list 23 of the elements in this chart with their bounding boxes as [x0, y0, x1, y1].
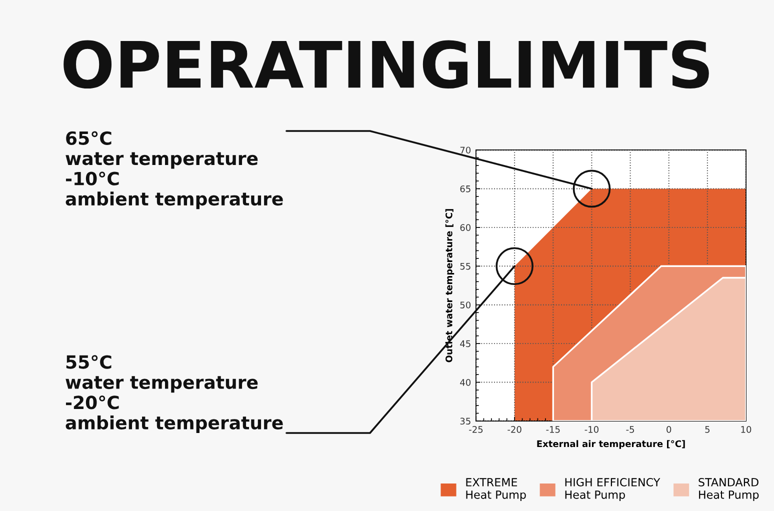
x-tick-label: -5: [626, 426, 634, 433]
x-tick-label: -15: [546, 426, 560, 433]
x-tick-label: -10: [584, 426, 598, 433]
y-tick-label: 50: [460, 302, 471, 308]
x-tick-label: 0: [666, 426, 672, 433]
y-tick-label: 70: [460, 146, 471, 154]
legend-label: HIGH EFFICIENCY Heat Pump: [565, 478, 660, 501]
x-tick-label: -25: [469, 426, 483, 433]
y-tick-label: 65: [460, 185, 470, 192]
legend-label: STANDARD Heat Pump: [698, 478, 759, 501]
y-tick-label: 55: [460, 262, 470, 270]
annotation: 55°C water temperature -20°C ambient temperature: [66, 355, 283, 433]
legend-label: EXTREME Heat Pump: [466, 478, 526, 501]
x-tick-label: 5: [705, 426, 710, 433]
x-tick-label: 10: [741, 426, 752, 433]
y-tick-label: 45: [460, 340, 470, 348]
y-tick-label: 40: [460, 379, 471, 386]
chart-title: OPERATINGLIMITS: [64, 40, 709, 89]
y-tick-label: 35: [460, 418, 470, 425]
x-tick-label: -20: [508, 426, 522, 433]
x-axis-title: External air temperature [°C]: [537, 440, 685, 449]
y-tick-label: 60: [460, 224, 471, 231]
annotation: 65°C water temperature -10°C ambient temperature: [66, 131, 283, 210]
